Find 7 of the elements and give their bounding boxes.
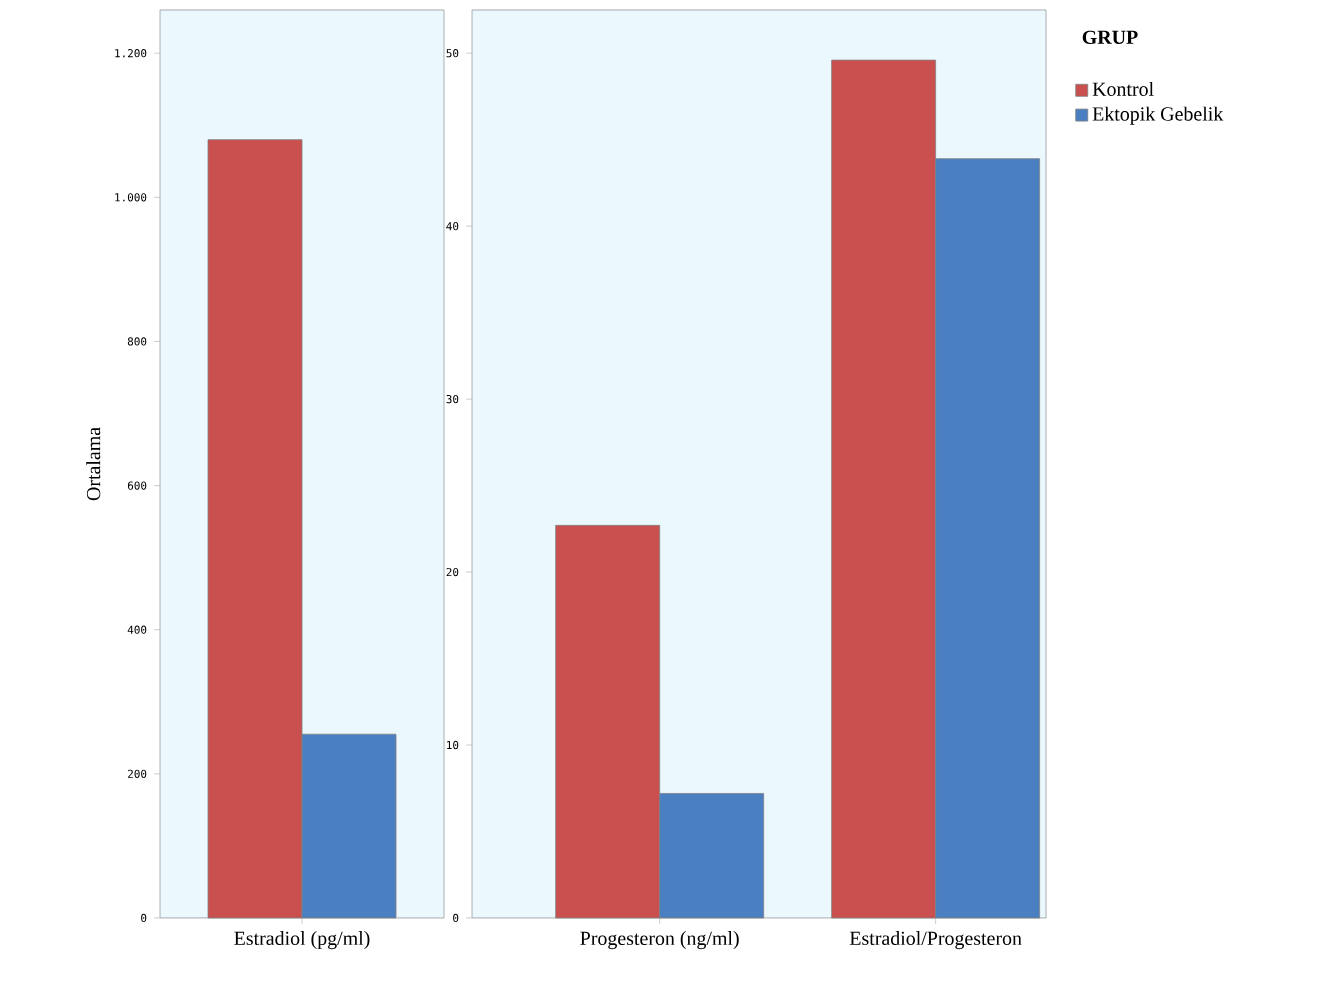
x-tick-label: Estradiol (pg/ml): [234, 930, 370, 950]
x-tick-label: Estradiol/Progesteron: [849, 930, 1022, 950]
legend-title: GRUP: [1082, 30, 1138, 44]
legend-label: Ektopik Gebelik: [1092, 106, 1224, 125]
x-tick-label: Progesteron (ng/ml): [580, 930, 739, 950]
y-axis-title: Ortalama: [86, 427, 101, 501]
legend-label: Kontrol: [1092, 81, 1154, 96]
